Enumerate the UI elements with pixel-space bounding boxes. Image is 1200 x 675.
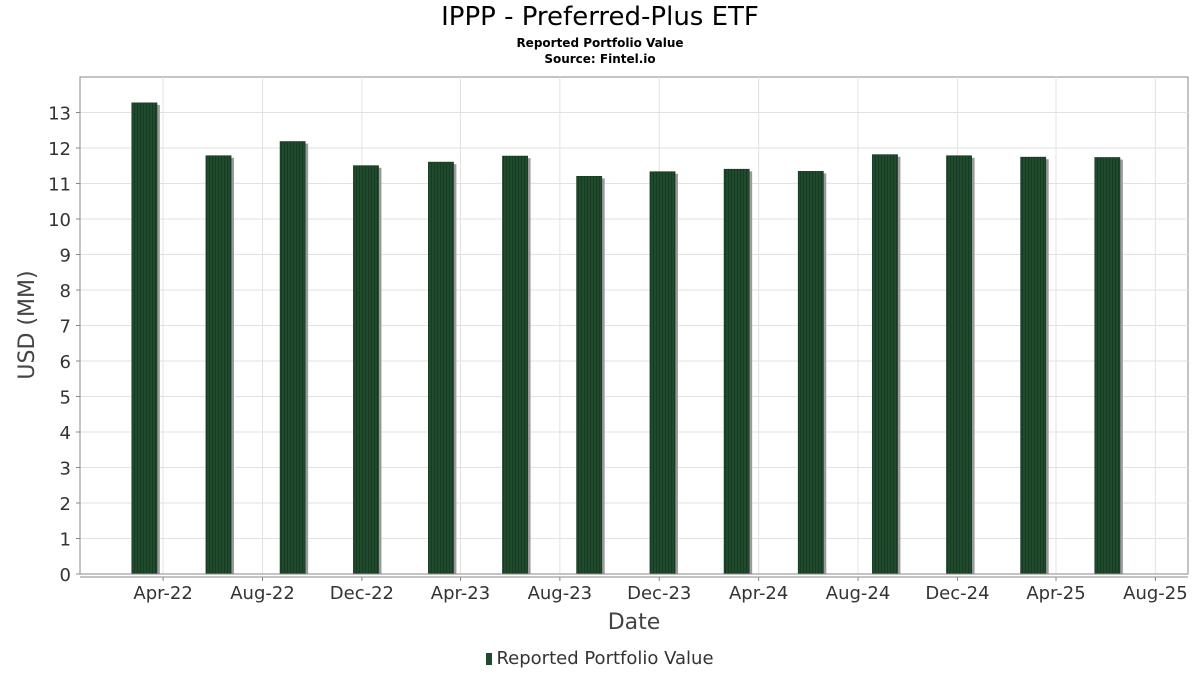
x-tick-label: Aug-25 [1123,583,1188,604]
x-tick-label: Apr-24 [729,583,788,604]
bar-fill [1094,157,1121,575]
bar [353,165,382,575]
y-tick-label: 3 [60,459,71,480]
bar-fill [797,171,824,575]
bar [723,168,753,575]
y-tick-label: 6 [60,352,71,373]
chart-subtitle: Reported Portfolio Value [516,36,684,50]
x-axis-ticks: Apr-22 Aug-22 Dec-22 Apr-23 Aug-23 Dec-23 Apr-… [133,577,1188,604]
y-tick-label: 10 [48,210,71,231]
bar-fill [576,175,603,575]
x-tick-label: Apr-25 [1026,583,1085,604]
bar-fill [1020,156,1047,575]
bar [502,155,531,575]
x-tick-label: Dec-22 [330,583,394,604]
bar [946,155,975,575]
bar-fill [205,155,232,575]
bar [205,155,234,575]
y-tick-label: 0 [60,565,71,586]
legend: Reported Portfolio Value [0,648,1200,670]
x-tick-label: Aug-23 [528,583,593,604]
legend-swatch-icon [486,653,493,665]
chart-title: IPPP - Preferred-Plus ETF [441,2,759,32]
bar [872,154,901,575]
bar [428,161,457,575]
x-tick-label: Apr-22 [133,583,192,604]
y-tick-label: 12 [48,139,71,160]
chart-source: Source: Fintel.io [544,52,656,66]
bar [576,175,605,575]
bar [131,102,160,575]
bar [1094,157,1123,575]
y-tick-label: 11 [48,175,71,196]
x-tick-label: Aug-22 [230,583,295,604]
bar-fill [353,165,379,575]
x-axis-label: Date [608,610,661,635]
bar [279,141,309,575]
bar-series [131,102,1123,575]
y-tick-label: 1 [60,530,71,551]
y-tick-label: 5 [60,388,71,409]
bar-fill [649,171,676,575]
bar-fill [946,155,972,575]
x-tick-label: Dec-23 [627,583,691,604]
y-tick-label: 9 [60,246,71,267]
y-tick-label: 13 [48,104,71,125]
bar-fill [872,154,898,575]
bar-fill [502,155,528,575]
bar [1020,156,1049,575]
x-tick-label: Dec-24 [925,583,989,604]
bar [649,171,679,575]
y-axis-label: USD (MM) [15,270,40,379]
y-tick-label: 2 [60,494,71,515]
x-tick-label: Apr-23 [431,583,490,604]
bar-fill [428,161,454,575]
bar-fill [279,141,306,575]
y-tick-label: 8 [60,281,71,302]
y-tick-label: 4 [60,423,71,444]
y-tick-label: 7 [60,317,71,338]
bar-fill [723,168,750,575]
legend-label: Reported Portfolio Value [496,648,714,669]
x-tick-label: Aug-24 [826,583,891,604]
bar [797,171,827,575]
bar-fill [131,102,158,575]
